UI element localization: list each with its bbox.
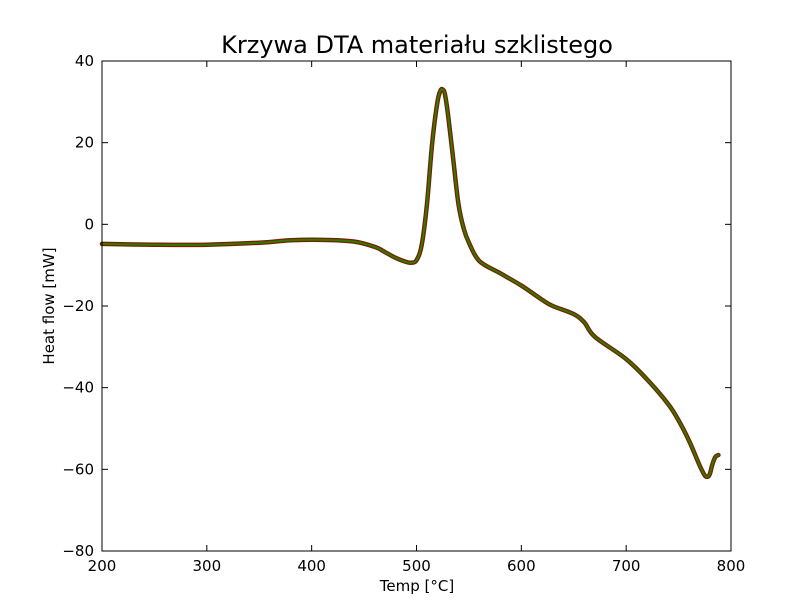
x-tick-label: 400 bbox=[297, 557, 326, 575]
x-tick-label: 200 bbox=[88, 557, 117, 575]
x-axis-label: Temp [°C] bbox=[379, 577, 454, 595]
x-tick-label: 800 bbox=[717, 557, 746, 575]
y-tick-label: −20 bbox=[62, 297, 94, 315]
x-tick-label: 600 bbox=[507, 557, 536, 575]
y-tick-label: 0 bbox=[84, 215, 94, 233]
series-line bbox=[101, 88, 720, 478]
x-tick-label: 300 bbox=[193, 557, 222, 575]
y-tick-label: −60 bbox=[62, 460, 94, 478]
x-tick-label: 500 bbox=[402, 557, 431, 575]
y-tick-label: 40 bbox=[75, 52, 94, 70]
x-tick-label: 700 bbox=[612, 557, 641, 575]
chart-title: Krzywa DTA materiału szklistego bbox=[221, 31, 613, 59]
y-tick-label: 20 bbox=[75, 134, 94, 152]
ticks-group: 200 300 400 500 600 700 800 −80 −60 −40 −20 0 20 40 bbox=[62, 52, 745, 575]
y-tick-label: −80 bbox=[62, 542, 94, 560]
y-axis-label: Heat flow [mW] bbox=[40, 247, 58, 364]
plot-frame bbox=[101, 60, 732, 552]
y-tick-label: −40 bbox=[62, 379, 94, 397]
series-group bbox=[99, 86, 721, 480]
